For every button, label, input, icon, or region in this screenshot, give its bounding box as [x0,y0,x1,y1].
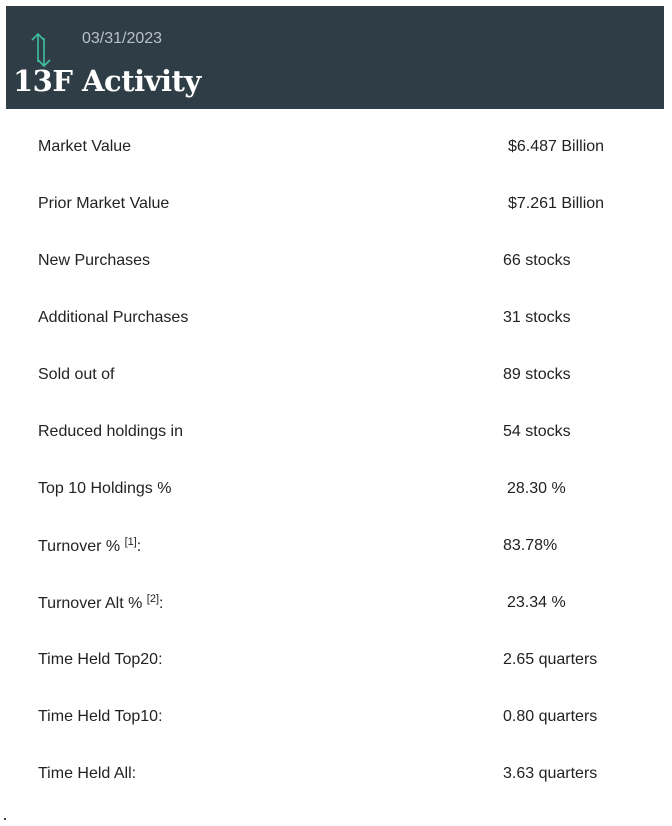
stat-label: Sold out of [38,366,115,383]
stat-row-prior-market-value: Prior Market Value $7.261 Billion [6,166,664,223]
stat-value: 0.80 quarters [503,708,598,725]
stat-row-top10-holdings: Top 10 Holdings % 28.30 % [6,451,664,508]
stat-value: 66 stocks [503,252,571,269]
stat-value: $7.261 Billion [508,195,605,212]
card-header: 03/31/2023 13F Activity [6,6,664,109]
stat-label: Time Held All: [38,765,137,782]
stat-value: 3.63 quarters [503,765,598,782]
stat-label-text: Turnover % [38,538,121,556]
stat-value: 31 stocks [503,309,571,326]
label-suffix: : [159,595,164,613]
stat-value: 83.78% [503,537,558,554]
stat-label: Turnover % [1]: [38,536,141,556]
swap-vertical-icon [27,30,55,70]
stat-row-turnover-alt: Turnover Alt % [2]: 23.34 % [6,565,664,622]
stat-value: 89 stocks [503,366,571,383]
stat-row-additional-purchases: Additional Purchases 31 stocks [6,280,664,337]
stat-value: $6.487 Billion [508,138,605,155]
stat-label: Additional Purchases [38,309,189,326]
stat-label: Top 10 Holdings % [38,480,172,497]
stat-value: 23.34 % [507,594,566,611]
footnote-ref: [1] [124,535,137,548]
stray-dot [4,818,6,820]
stat-label: Market Value [38,138,132,155]
stat-row-market-value: Market Value $6.487 Billion [6,109,664,166]
stat-value: 54 stocks [503,423,571,440]
stat-row-turnover: Turnover % [1]: 83.78% [6,508,664,565]
stat-row-time-held-top10: Time Held Top10: 0.80 quarters [6,679,664,736]
stat-value: 2.65 quarters [503,651,598,668]
stat-label: Reduced holdings in [38,423,183,440]
stat-label: Turnover Alt % [2]: [38,593,163,613]
stat-label: Prior Market Value [38,195,170,212]
label-suffix: : [136,538,142,556]
footnote-ref: [2] [146,592,160,605]
stat-label: Time Held Top20: [38,651,163,668]
stat-row-new-purchases: New Purchases 66 stocks [6,223,664,280]
stat-label: New Purchases [38,252,151,269]
report-date: 03/31/2023 [82,30,163,47]
stat-row-sold-out: Sold out of 89 stocks [6,337,664,394]
page-title: 13F Activity [13,64,201,98]
stat-label-text: Turnover Alt % [38,595,143,613]
stat-label: Time Held Top10: [38,708,163,725]
stats-list: Market Value $6.487 Billion Prior Market… [6,109,664,793]
stat-row-time-held-all: Time Held All: 3.63 quarters [6,736,664,793]
stat-row-time-held-top20: Time Held Top20: 2.65 quarters [6,622,664,679]
activity-card: 03/31/2023 13F Activity Market Value $6.… [6,6,664,793]
stat-value: 28.30 % [507,480,566,497]
stat-row-reduced-holdings: Reduced holdings in 54 stocks [6,394,664,451]
